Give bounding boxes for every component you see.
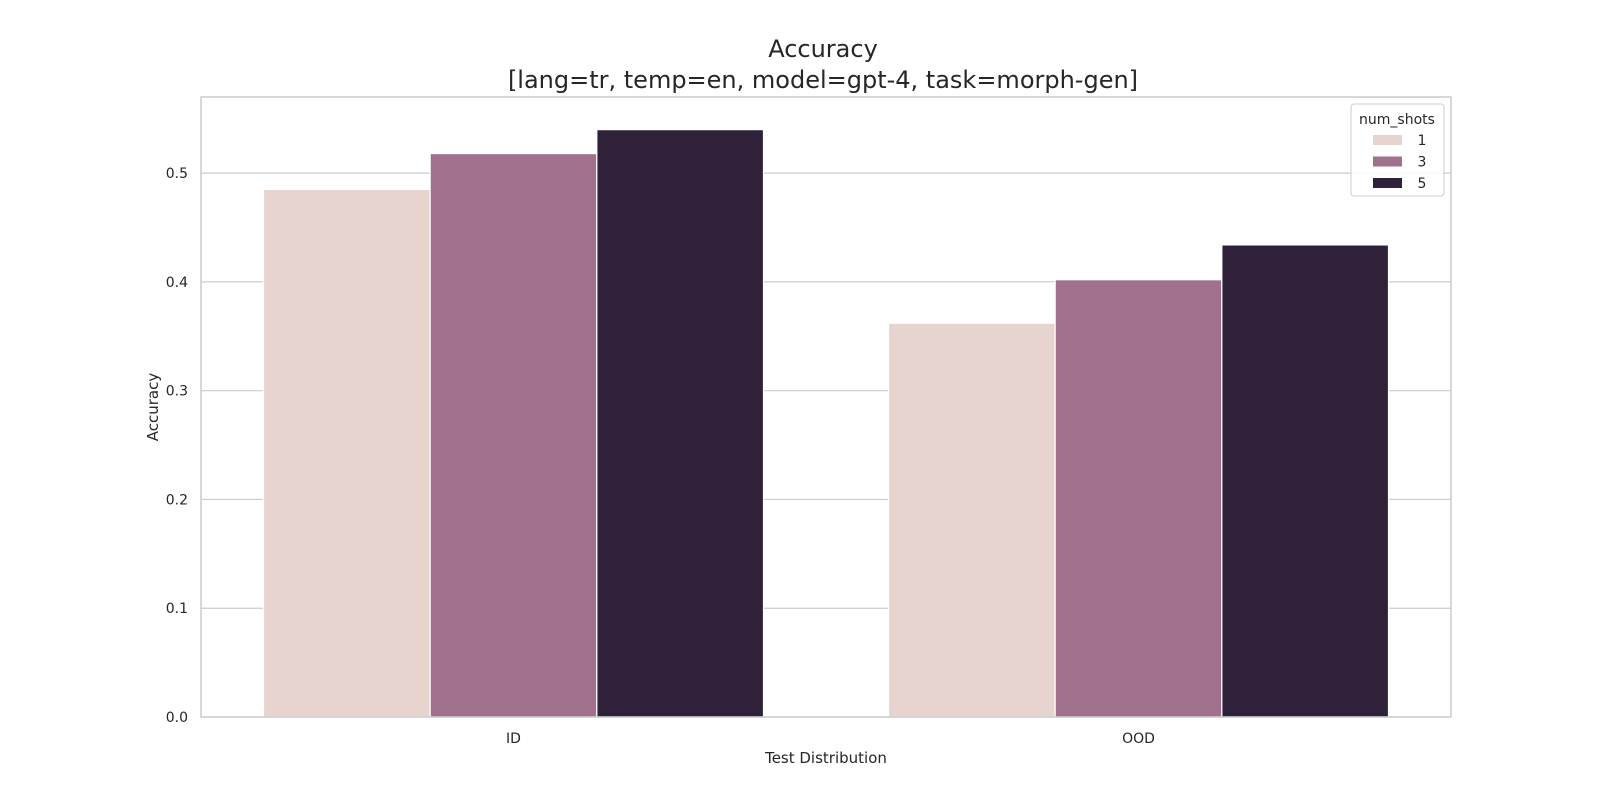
- bar-id-shots-1: [262, 188, 431, 718]
- y-axis-label: Accuracy: [144, 373, 162, 442]
- legend-swatch-5: [1373, 178, 1402, 188]
- chart-subtitle: [lang=tr, temp=en, model=gpt-4, task=mor…: [508, 66, 1138, 94]
- legend-label-1: 1: [1418, 133, 1427, 149]
- y-tick-label: 0.0: [166, 710, 188, 726]
- legend-label-5: 5: [1418, 176, 1427, 192]
- y-tick-label: 0.2: [166, 492, 188, 508]
- chart-title: Accuracy: [768, 35, 878, 63]
- tick-labels: 0.0 0.1 0.2 0.3 0.4 0.5 ID OOD: [166, 166, 1155, 747]
- x-tick-label: ID: [506, 731, 521, 747]
- plot-area-frame: [200, 96, 1452, 718]
- x-tick-label: OOD: [1122, 731, 1155, 747]
- legend-label-3: 3: [1418, 155, 1427, 171]
- legend-title: num_shots: [1359, 112, 1435, 128]
- bar-ood-shots-1: [887, 322, 1056, 718]
- x-axis-label: Test Distribution: [764, 749, 887, 767]
- legend-items: 1 3 5: [1373, 133, 1426, 192]
- y-tick-label: 0.1: [166, 601, 188, 617]
- bars: [262, 129, 1390, 718]
- y-tick-label: 0.4: [166, 275, 188, 291]
- bar-ood-shots-3: [1054, 279, 1223, 718]
- legend-box: [1350, 103, 1445, 197]
- legend: num_shots 1 3 5: [1350, 103, 1445, 197]
- y-tick-label: 0.5: [166, 166, 188, 182]
- bar-ood-shots-5: [1221, 244, 1390, 718]
- legend-swatch-1: [1373, 135, 1402, 145]
- bar-id-shots-3: [429, 152, 598, 718]
- bar-id-shots-5: [596, 129, 765, 718]
- y-tick-label: 0.3: [166, 384, 188, 400]
- legend-swatch-3: [1373, 156, 1402, 167]
